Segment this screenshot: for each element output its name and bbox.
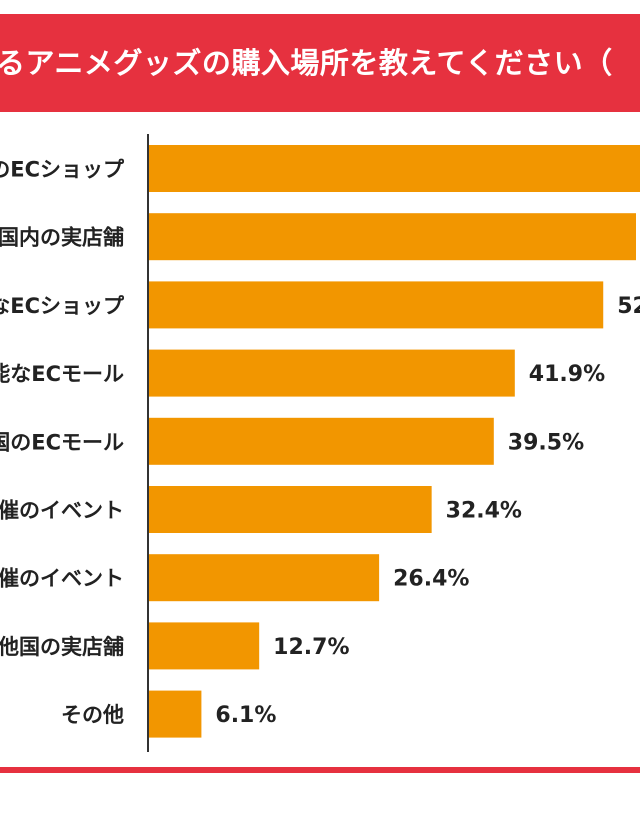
category-label-0: のECショップ <box>0 158 125 182</box>
value-label-5: 32.4% <box>446 499 522 524</box>
category-label-6: 開催のイベント <box>0 567 124 591</box>
bar-4 <box>149 417 494 465</box>
bar-6 <box>149 554 380 602</box>
value-label-3: 41.9% <box>529 362 605 387</box>
title-banner: るアニメグッズの購入場所を教えてください（ <box>0 14 640 112</box>
category-label-1: 自国内の実店舗 <box>0 226 124 250</box>
chart-area: のECショップ自国内の実店舗なECショップ 52. 能なECモール 41.9% 国のEC… <box>0 112 640 767</box>
category-label-5: 開催のイベント <box>0 499 124 523</box>
category-label-2: なECショップ <box>0 294 125 318</box>
bar-8 <box>149 690 202 738</box>
bar-3 <box>149 349 515 397</box>
category-label-3: 能なECモール <box>0 362 124 386</box>
value-label-2: 52. <box>617 294 640 319</box>
category-label-8: その他 <box>61 703 124 727</box>
value-label-7: 12.7% <box>273 635 349 660</box>
value-label-4: 39.5% <box>508 430 584 455</box>
bar-2 <box>149 281 604 329</box>
chart-title: るアニメグッズの購入場所を教えてください（ <box>0 46 613 80</box>
bar-0 <box>149 145 640 192</box>
bar-1 <box>149 213 636 261</box>
value-label-6: 26.4% <box>393 567 469 592</box>
bottom-divider <box>0 767 640 773</box>
value-label-8: 6.1% <box>215 703 276 728</box>
bar-7 <box>149 622 260 670</box>
category-label-4: 国のECモール <box>0 430 124 454</box>
category-label-7: 他国の実店舗 <box>0 635 124 659</box>
bar-chart: のECショップ自国内の実店舗なECショップ 52. 能なECモール 41.9% 国のEC… <box>0 134 640 752</box>
bar-5 <box>149 486 432 533</box>
